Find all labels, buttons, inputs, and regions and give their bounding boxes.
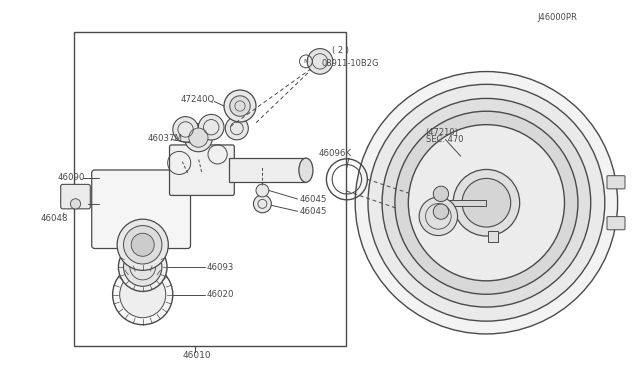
FancyBboxPatch shape [607,176,625,189]
Text: 46045: 46045 [300,195,327,203]
Circle shape [131,233,154,256]
Circle shape [189,128,208,147]
Text: 46096K: 46096K [319,149,352,158]
Circle shape [462,179,511,227]
Bar [74,32,346,346]
Text: (47210): (47210) [426,128,458,137]
Circle shape [124,225,162,264]
Circle shape [408,125,564,281]
Text: 46010: 46010 [183,351,212,360]
Circle shape [395,111,578,294]
Text: 08911-10B2G: 08911-10B2G [322,59,380,68]
Circle shape [355,71,618,334]
Text: SEC. 470: SEC. 470 [426,135,463,144]
FancyBboxPatch shape [170,145,234,195]
Circle shape [117,219,168,270]
Text: J46000PR: J46000PR [538,13,577,22]
Circle shape [419,197,458,235]
Circle shape [184,124,212,152]
Text: 46048: 46048 [41,214,68,223]
Circle shape [198,115,224,140]
Circle shape [118,243,167,291]
Circle shape [120,272,166,318]
Circle shape [433,204,449,219]
Text: 46090: 46090 [58,173,85,182]
Text: 46045: 46045 [300,207,327,216]
Ellipse shape [299,158,313,182]
Bar [488,231,498,242]
Circle shape [124,248,162,286]
Circle shape [368,84,605,321]
Text: 46037M: 46037M [147,134,182,143]
Bar [229,158,306,182]
Circle shape [433,186,449,202]
Circle shape [225,117,248,140]
Circle shape [382,99,591,307]
Circle shape [355,71,618,334]
FancyBboxPatch shape [61,185,90,209]
Circle shape [224,90,256,122]
Circle shape [453,170,520,236]
Circle shape [230,96,250,116]
Bar [448,200,486,206]
Text: N: N [303,59,308,64]
Circle shape [173,117,198,142]
FancyBboxPatch shape [92,170,191,248]
Circle shape [307,49,333,74]
Text: 46020: 46020 [207,290,234,299]
Circle shape [113,264,173,325]
Text: ( 2 ): ( 2 ) [332,46,349,55]
Text: 47240Q: 47240Q [180,95,215,104]
Circle shape [256,184,269,197]
Circle shape [70,199,81,209]
Circle shape [253,195,271,213]
FancyBboxPatch shape [607,217,625,230]
Text: 46093: 46093 [207,263,234,272]
